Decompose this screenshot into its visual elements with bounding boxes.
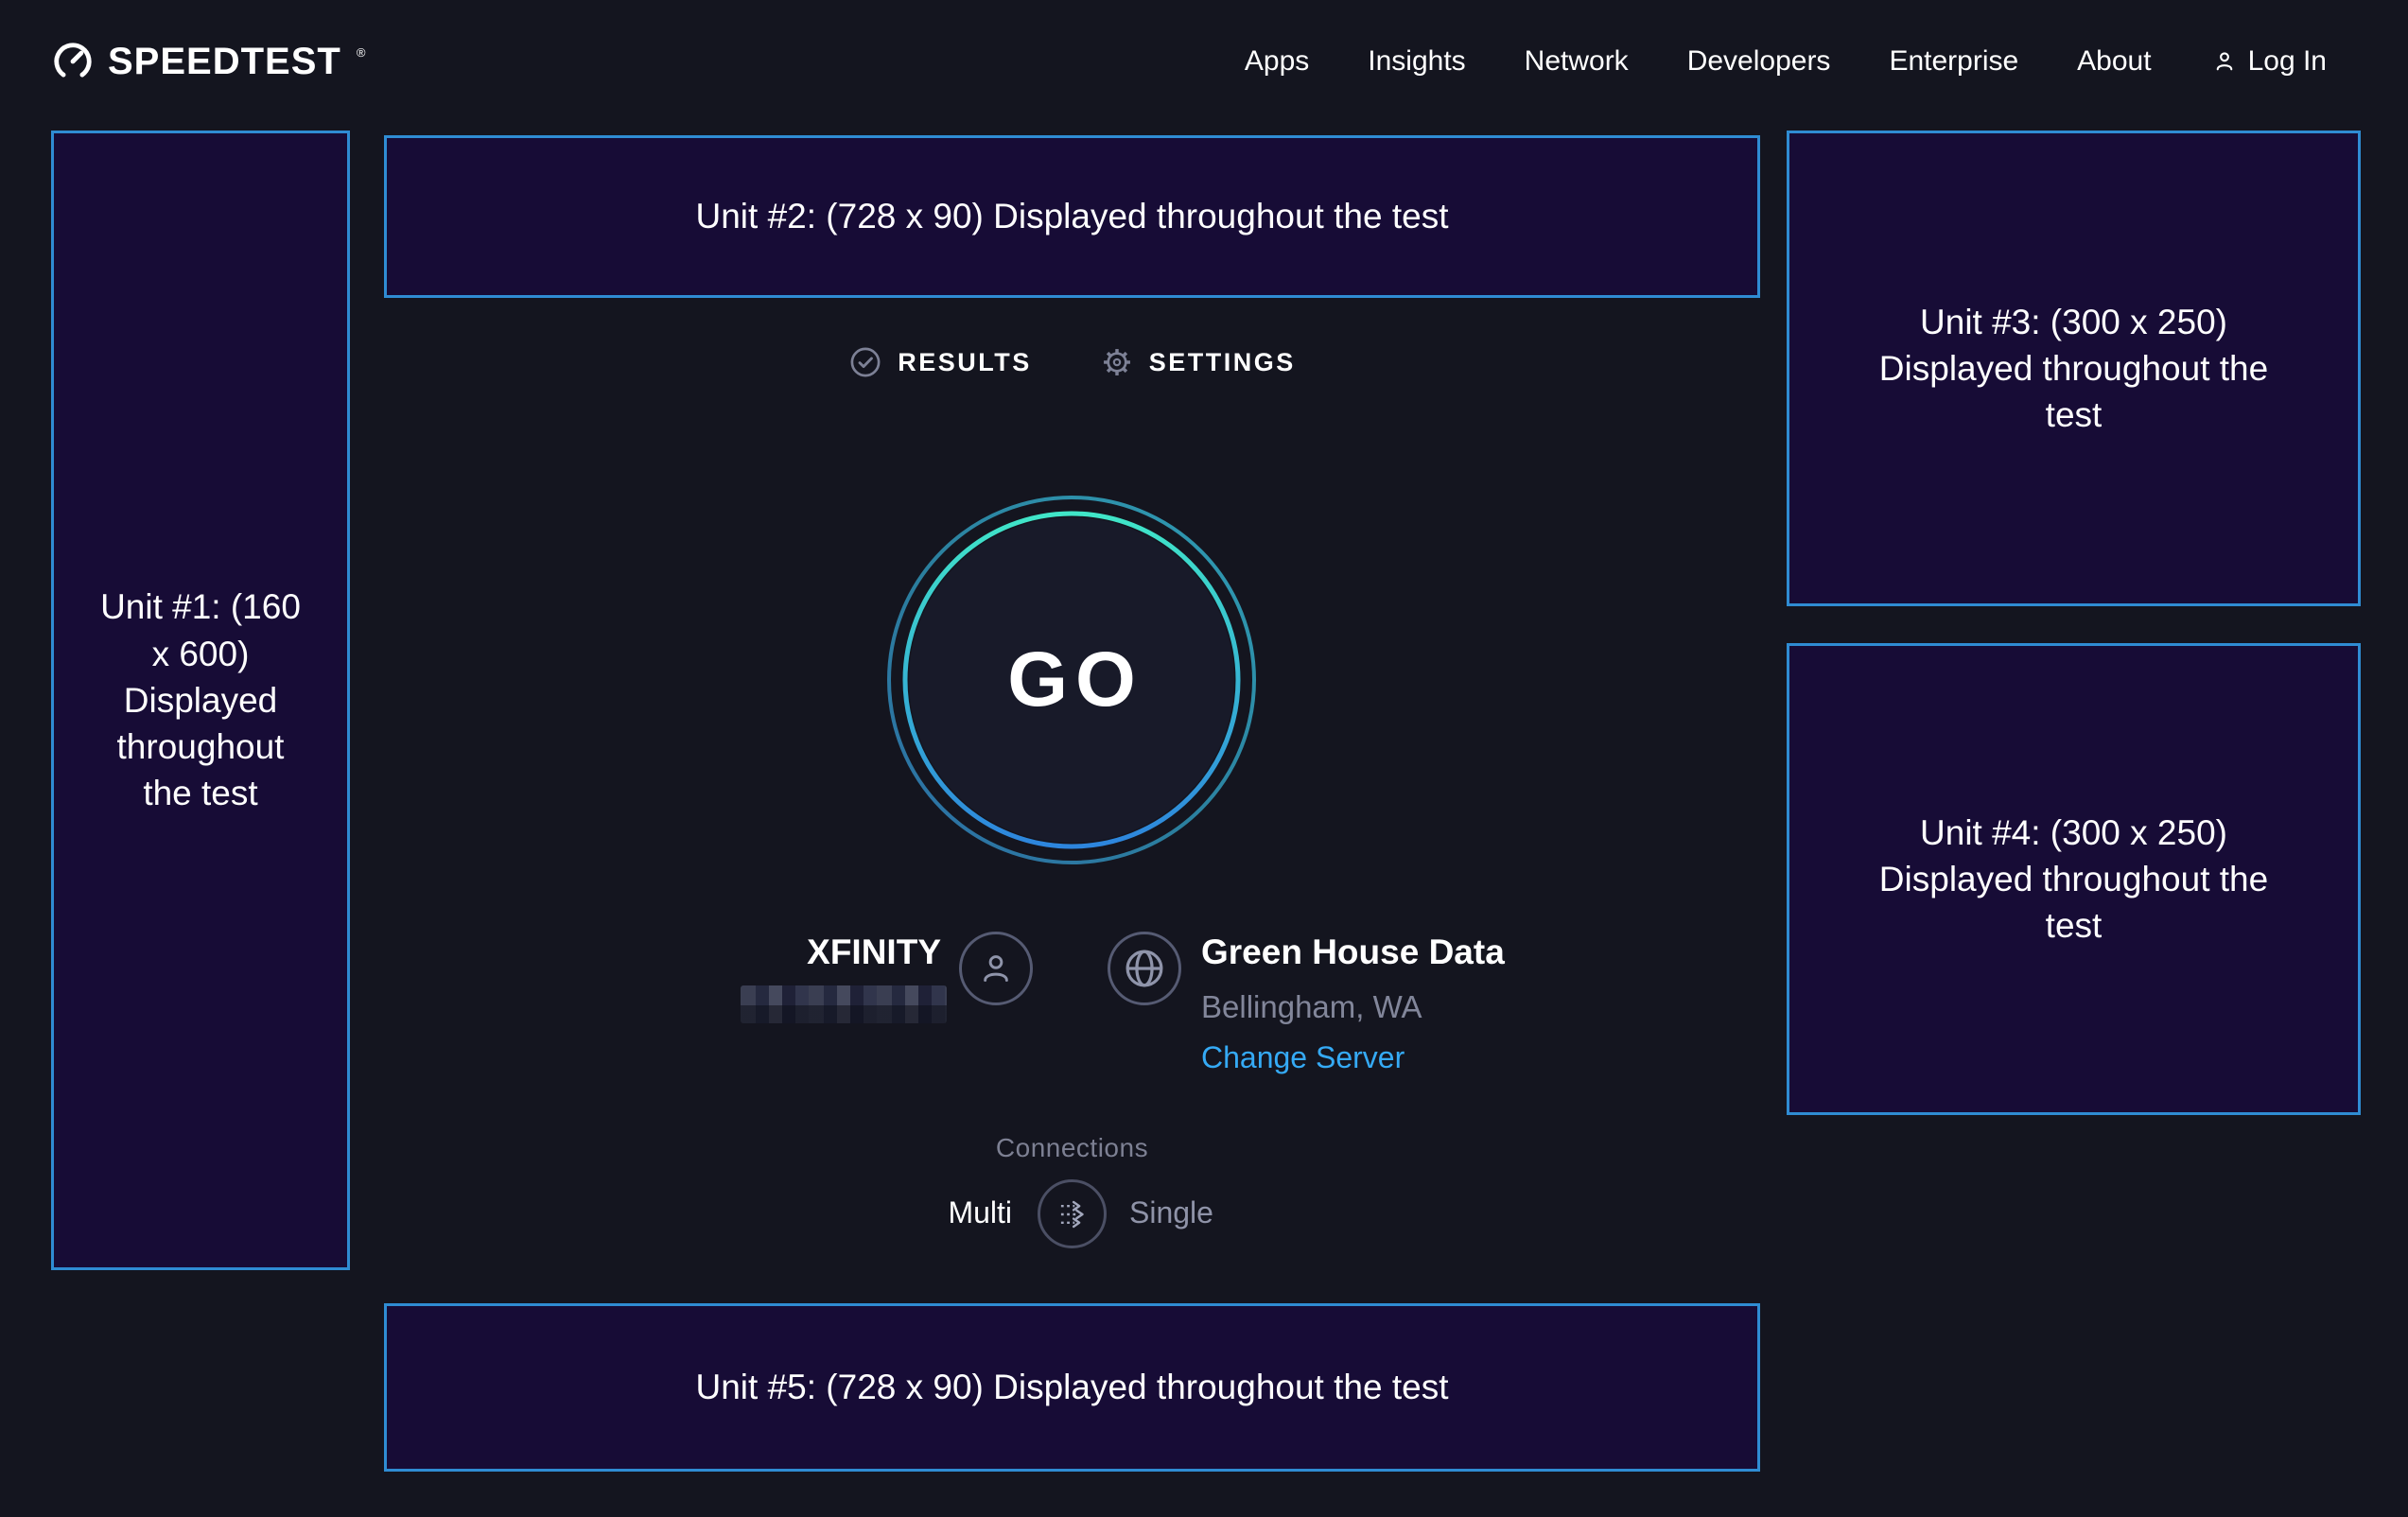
gauge-logo-icon: [54, 43, 92, 80]
multi-connection-icon: [1060, 1200, 1084, 1228]
nav-item-apps[interactable]: Apps: [1244, 45, 1310, 77]
nav-item-enterprise[interactable]: Enterprise: [1889, 45, 2019, 77]
ad-unit-5[interactable]: Unit #5: (728 x 90) Displayed throughout…: [384, 1303, 1760, 1472]
tab-results[interactable]: RESULTS: [848, 345, 1032, 379]
top-nav-bar: SPEEDTEST ® Apps Insights Network Develo…: [0, 0, 2408, 123]
connections-multi-option[interactable]: Multi: [948, 1195, 1012, 1229]
ad-unit-4[interactable]: Unit #4: (300 x 250) Displayed throughou…: [1787, 643, 2361, 1115]
speedtest-logo[interactable]: SPEEDTEST ®: [51, 40, 365, 83]
server-location: Bellingham, WA: [1201, 989, 1422, 1024]
main-nav: Apps Insights Network Developers Enterpr…: [1245, 45, 2327, 78]
ad-unit-2-text: Unit #2: (728 x 90) Displayed throughout…: [695, 197, 1449, 236]
globe-icon: [1125, 950, 1163, 987]
tab-settings[interactable]: SETTINGS: [1100, 345, 1296, 379]
ad-unit-4-text: Unit #4: (300 x 250) Displayed throughou…: [1878, 812, 2269, 946]
nav-item-network[interactable]: Network: [1524, 45, 1629, 77]
ad-unit-1[interactable]: Unit #1: (160 x 600) Displayed throughou…: [51, 131, 350, 1270]
ip-address-redacted: [741, 985, 947, 1023]
connections-single-option[interactable]: Single: [1129, 1195, 1213, 1229]
server-icon-circle: [1108, 932, 1181, 1005]
check-circle-icon: [850, 347, 881, 377]
ad-unit-5-text: Unit #5: (728 x 90) Displayed throughout…: [695, 1368, 1449, 1407]
user-icon: [2216, 52, 2232, 71]
nav-item-developers[interactable]: Developers: [1686, 45, 1831, 77]
ad-unit-3[interactable]: Unit #3: (300 x 250) Displayed throughou…: [1787, 131, 2361, 606]
ad-unit-2[interactable]: Unit #2: (728 x 90) Displayed throughout…: [384, 135, 1760, 298]
login-button[interactable]: Log In: [2210, 45, 2327, 78]
nav-item-about[interactable]: About: [2077, 45, 2152, 77]
login-label: Log In: [2247, 45, 2327, 77]
go-button[interactable]: GO: [886, 495, 1257, 865]
change-server-link[interactable]: Change Server: [1201, 1040, 1405, 1074]
isp-name: XFINITY: [807, 933, 941, 971]
gear-icon: [1103, 349, 1130, 375]
connections-label: Connections: [995, 1133, 1149, 1162]
ad-unit-3-text: Unit #3: (300 x 250) Displayed throughou…: [1878, 302, 2269, 435]
go-ring: [887, 496, 1256, 864]
ad-unit-1-text: Unit #1: (160 x 600) Displayed throughou…: [100, 587, 301, 813]
tab-settings-label: SETTINGS: [1148, 347, 1296, 376]
logo-text: SPEEDTEST: [108, 40, 341, 82]
nav-item-insights[interactable]: Insights: [1368, 45, 1466, 77]
host-icon-circle: [959, 932, 1033, 1005]
tab-bar: RESULTS SETTINGS: [384, 339, 1760, 386]
person-icon: [984, 955, 1008, 982]
logo-trademark: ®: [356, 45, 366, 60]
server-name: Green House Data: [1201, 933, 1505, 971]
go-label: GO: [1007, 636, 1143, 723]
connections-toggle[interactable]: [1038, 1179, 1107, 1248]
tab-results-label: RESULTS: [898, 347, 1032, 376]
